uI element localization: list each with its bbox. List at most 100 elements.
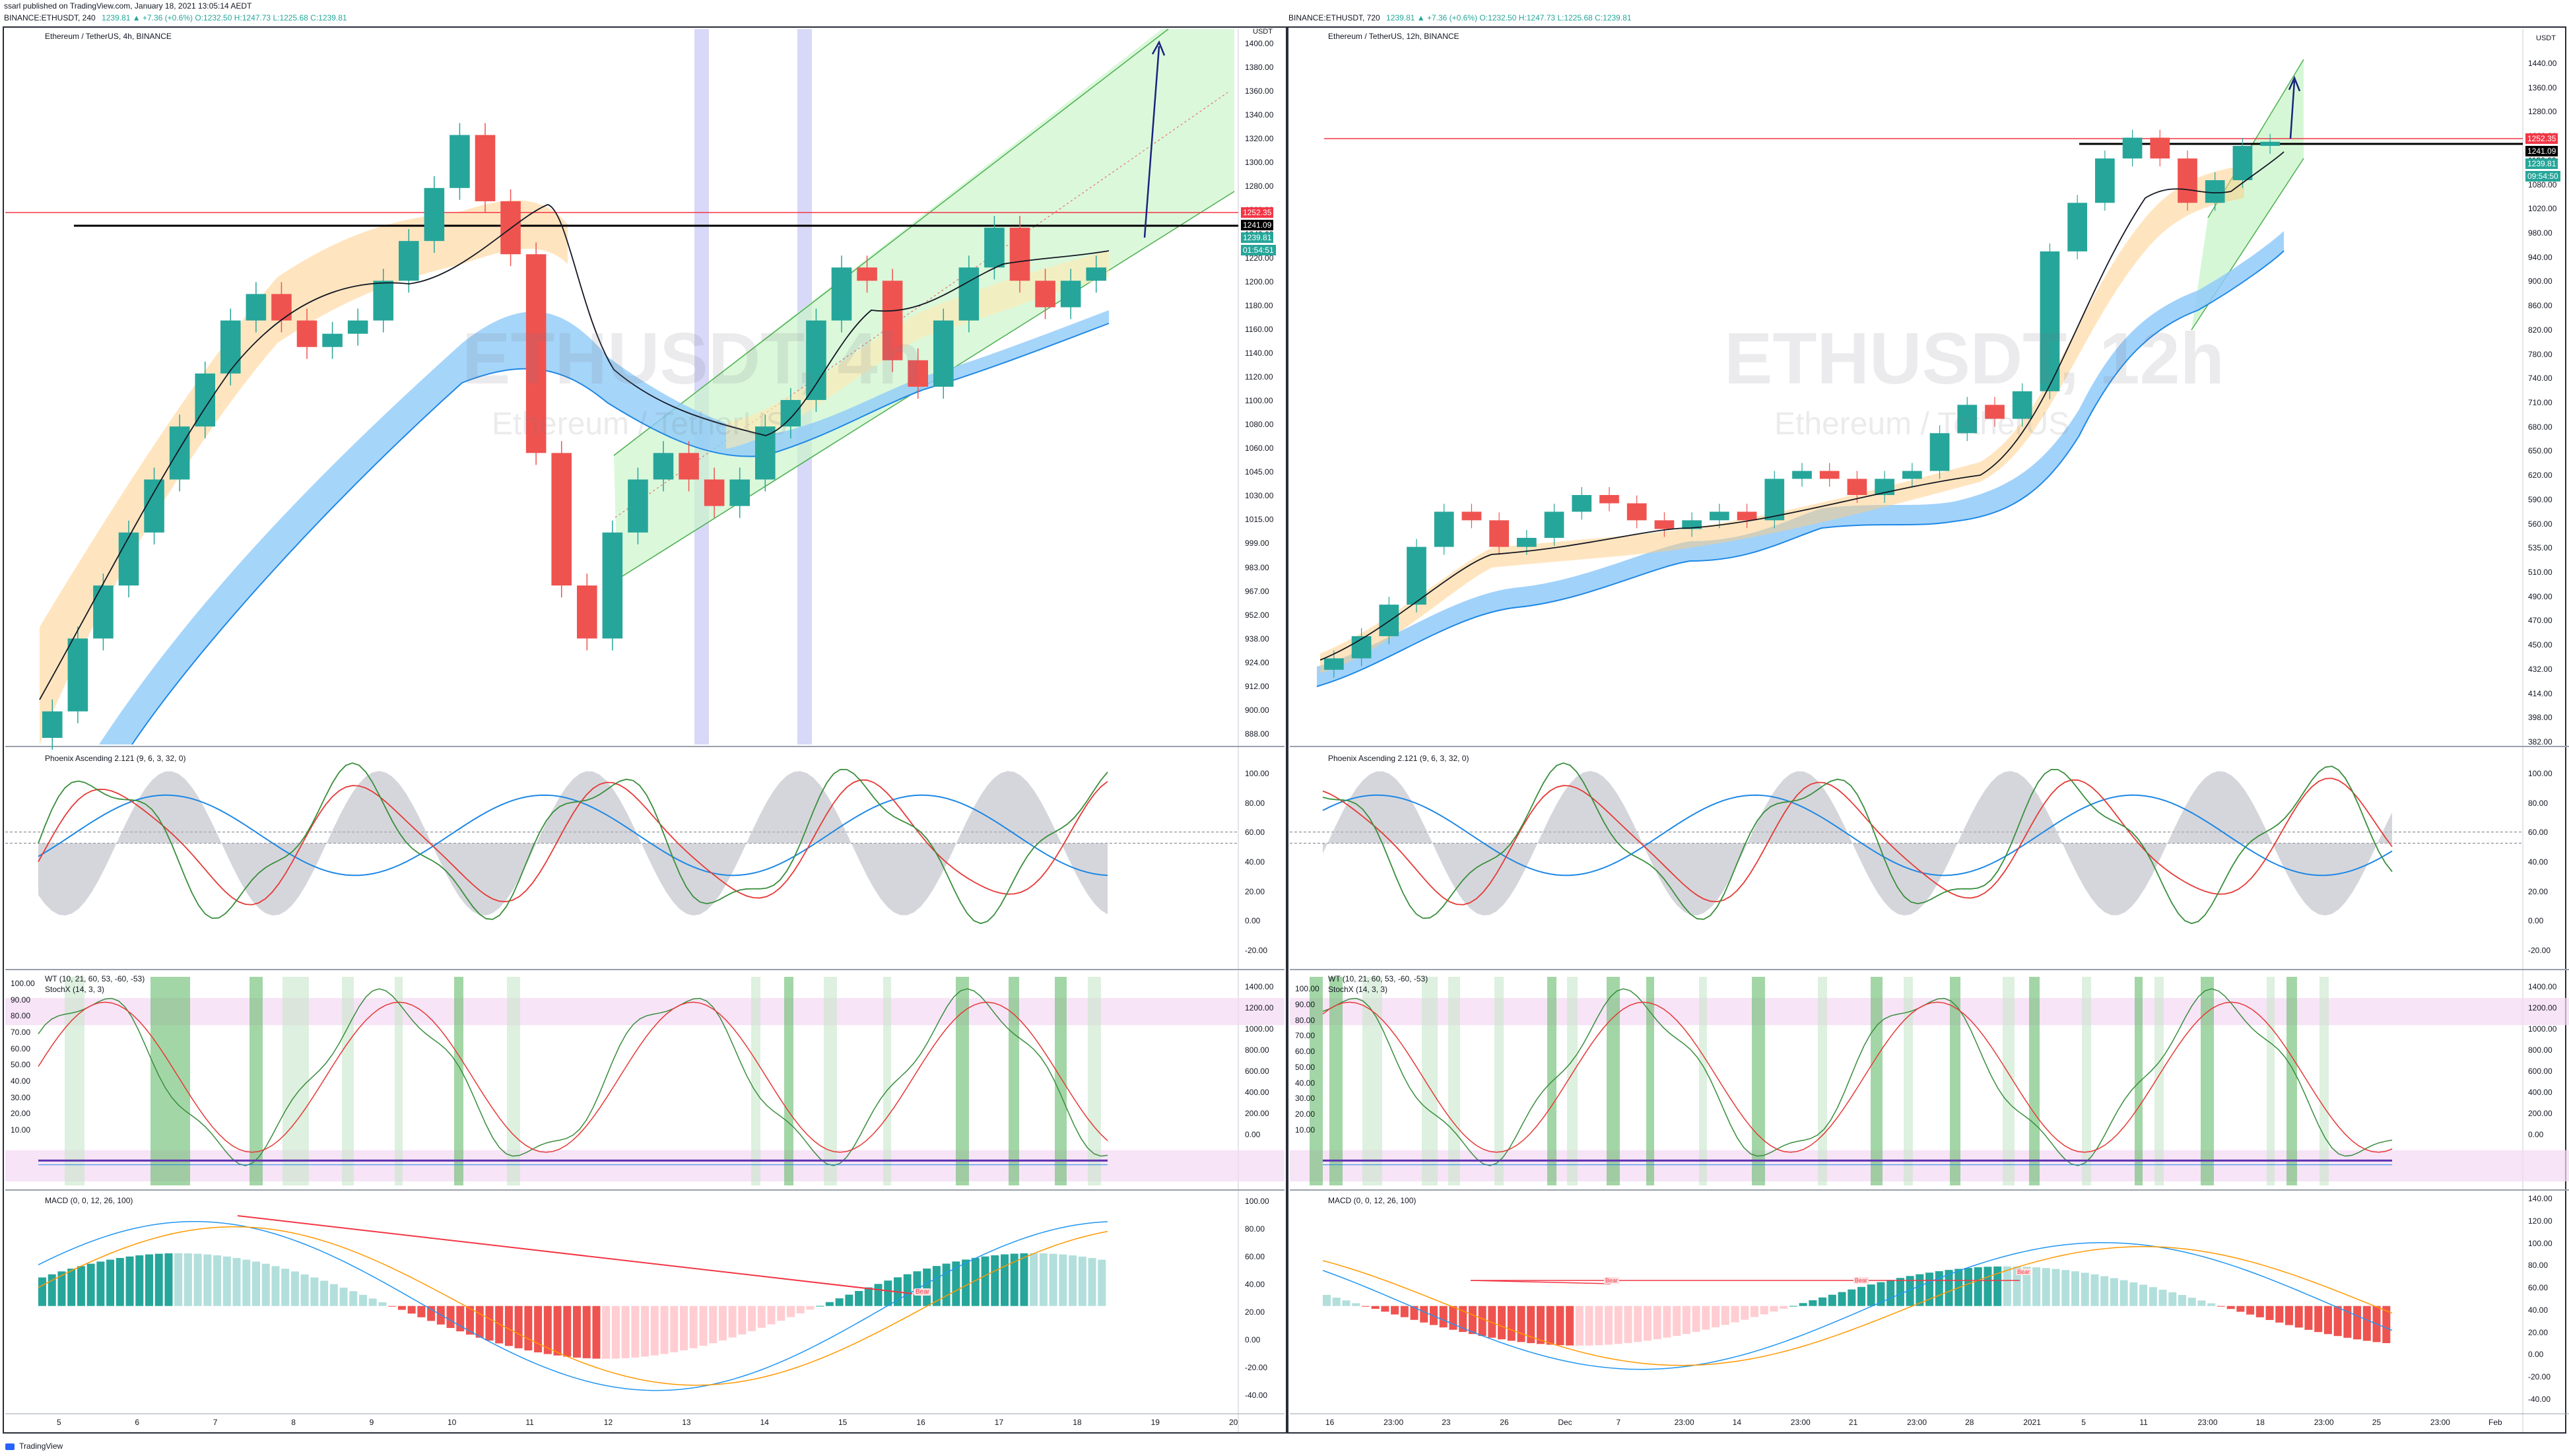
right-macd-bar bbox=[2323, 1306, 2332, 1335]
left-wt-tick-2: 80.00 bbox=[11, 1011, 31, 1021]
right-wt-band-20 bbox=[2154, 977, 2164, 1185]
right-time-tick-10: 23:00 bbox=[1907, 1418, 1927, 1427]
left-macd-bar bbox=[125, 1256, 134, 1306]
left-macd-bar bbox=[971, 1257, 980, 1306]
left-macd-bar bbox=[378, 1302, 387, 1306]
left-wt-right-tick-7: 0.00 bbox=[1245, 1130, 1261, 1139]
left-macd-bar bbox=[689, 1306, 698, 1348]
right-badge-0: 1252.35 bbox=[2525, 133, 2558, 144]
right-time-tick-0: 16 bbox=[1325, 1418, 1335, 1427]
right-time-tick-7: 14 bbox=[1732, 1418, 1742, 1427]
right-price-tick-23: 470.00 bbox=[2528, 616, 2552, 626]
left-macd-bar bbox=[718, 1306, 727, 1340]
right-time-tick-18: 25 bbox=[2372, 1418, 2382, 1427]
right-candle bbox=[2178, 158, 2197, 203]
left-macd-bar bbox=[1001, 1254, 1009, 1306]
right-candle bbox=[1461, 512, 1482, 521]
right-macd-bar bbox=[1459, 1306, 1467, 1333]
left-macd-bar bbox=[57, 1271, 66, 1306]
left-macd-tick-7: -40.00 bbox=[1245, 1391, 1268, 1400]
right-wt-tick-1: 90.00 bbox=[1295, 999, 1316, 1009]
left-candle bbox=[246, 294, 267, 321]
left-macd-bar bbox=[164, 1253, 173, 1306]
left-candle bbox=[806, 320, 826, 401]
left-macd-bar bbox=[962, 1259, 970, 1306]
right-macd-bar bbox=[1838, 1292, 1846, 1306]
right-price-tick-25: 432.00 bbox=[2528, 664, 2552, 674]
left-macd-bar bbox=[641, 1306, 650, 1357]
left-macd-bar bbox=[300, 1274, 309, 1306]
right-candle bbox=[1324, 658, 1344, 670]
left-time-tick-7: 12 bbox=[603, 1418, 613, 1427]
left-macd-bar bbox=[709, 1306, 717, 1344]
left-time-tick-5: 10 bbox=[448, 1418, 457, 1427]
right-badge-2: 1239.81 bbox=[2525, 158, 2558, 169]
right-macd-title: MACD (0, 0, 12, 26, 100) bbox=[1328, 1196, 1417, 1205]
right-price-tick-17: 620.00 bbox=[2528, 471, 2552, 480]
right-candle bbox=[1544, 512, 1564, 538]
right-ema-ribbon bbox=[1317, 231, 2284, 686]
left-macd-bar bbox=[777, 1306, 785, 1321]
right-osc-tick-1: 80.00 bbox=[2528, 798, 2549, 808]
left-macd-bar bbox=[1030, 1253, 1038, 1306]
right-macd-bar bbox=[1741, 1306, 1749, 1320]
right-time-tick-1: 23:00 bbox=[1384, 1418, 1404, 1427]
left-candle bbox=[1009, 228, 1030, 281]
right-macd-bar bbox=[2003, 1266, 2011, 1306]
left-time-tick-8: 13 bbox=[682, 1418, 691, 1427]
left-macd-bar bbox=[825, 1302, 834, 1306]
left-wt-band-13 bbox=[956, 977, 969, 1185]
left-osc-red bbox=[38, 779, 1108, 906]
right-osc-tick-6: -20.00 bbox=[2528, 946, 2551, 955]
left-price-tick-29: 888.00 bbox=[1245, 729, 1269, 739]
left-macd-bar bbox=[534, 1306, 543, 1352]
left-macd-bar bbox=[757, 1306, 766, 1328]
right-macd-bar bbox=[2382, 1306, 2391, 1344]
right-price-tick-12: 780.00 bbox=[2528, 349, 2552, 359]
left-macd-tick-4: 20.00 bbox=[1245, 1307, 1265, 1317]
left-wt-right-tick-1: 1200.00 bbox=[1245, 1003, 1274, 1012]
left-chart[interactable] bbox=[3, 26, 1287, 1434]
right-wt-band-2 bbox=[1362, 977, 1382, 1185]
right-ma-line bbox=[1319, 151, 2285, 661]
left-macd-bar bbox=[184, 1253, 192, 1306]
right-macd-tick-8: -20.00 bbox=[2528, 1372, 2551, 1382]
left-macd-bar bbox=[660, 1306, 669, 1354]
right-wt-title: WT (10, 21, 60, 53, -60, -53) bbox=[1328, 974, 1428, 983]
left-price-tick-24: 952.00 bbox=[1245, 610, 1269, 620]
right-wt-band-16 bbox=[2003, 977, 2015, 1185]
left-macd-bar bbox=[573, 1306, 581, 1358]
left-wt-band-16 bbox=[1088, 977, 1101, 1185]
left-channel-upper bbox=[613, 28, 1169, 456]
footer-brand[interactable]: TradingView bbox=[5, 1441, 63, 1451]
left-macd-bar bbox=[417, 1306, 426, 1317]
right-candle bbox=[1682, 520, 1702, 529]
right-macd-bar bbox=[1537, 1306, 1545, 1344]
left-macd-bar bbox=[884, 1280, 892, 1306]
left-candle bbox=[475, 135, 496, 201]
right-osc-tick-2: 60.00 bbox=[2528, 828, 2549, 838]
right-macd-bar bbox=[1439, 1306, 1448, 1328]
right-candle bbox=[1737, 512, 1757, 521]
right-macd-bar bbox=[2032, 1267, 2041, 1306]
left-macd-bar bbox=[504, 1306, 513, 1346]
right-time-tick-11: 28 bbox=[1965, 1418, 1974, 1427]
right-price-tick-20: 535.00 bbox=[2528, 543, 2552, 553]
left-stoch-title: StochX (14, 3, 3) bbox=[45, 985, 105, 994]
right-macd-bar bbox=[1342, 1300, 1351, 1306]
right-chart[interactable] bbox=[1287, 26, 2566, 1434]
right-macd-bar bbox=[1595, 1306, 1603, 1346]
right-price-tick-26: 414.00 bbox=[2528, 688, 2552, 698]
right-osc-title: Phoenix Ascending 2.121 (9, 6, 3, 32, 0) bbox=[1328, 754, 1469, 763]
left-price-tick-16: 1080.00 bbox=[1245, 420, 1274, 430]
left-macd-bar bbox=[407, 1306, 416, 1314]
right-wt-band-22 bbox=[2267, 977, 2275, 1185]
right-wt-band-3 bbox=[1422, 977, 1438, 1185]
right-macd-bar bbox=[2061, 1270, 2070, 1306]
left-macd-bar bbox=[991, 1255, 999, 1306]
left-time-tick-0: 5 bbox=[57, 1418, 61, 1427]
left-macd-bar bbox=[271, 1266, 280, 1306]
left-macd-bar bbox=[242, 1259, 251, 1306]
left-macd-tick-0: 100.00 bbox=[1245, 1197, 1269, 1206]
left-macd-bar bbox=[1088, 1258, 1096, 1306]
